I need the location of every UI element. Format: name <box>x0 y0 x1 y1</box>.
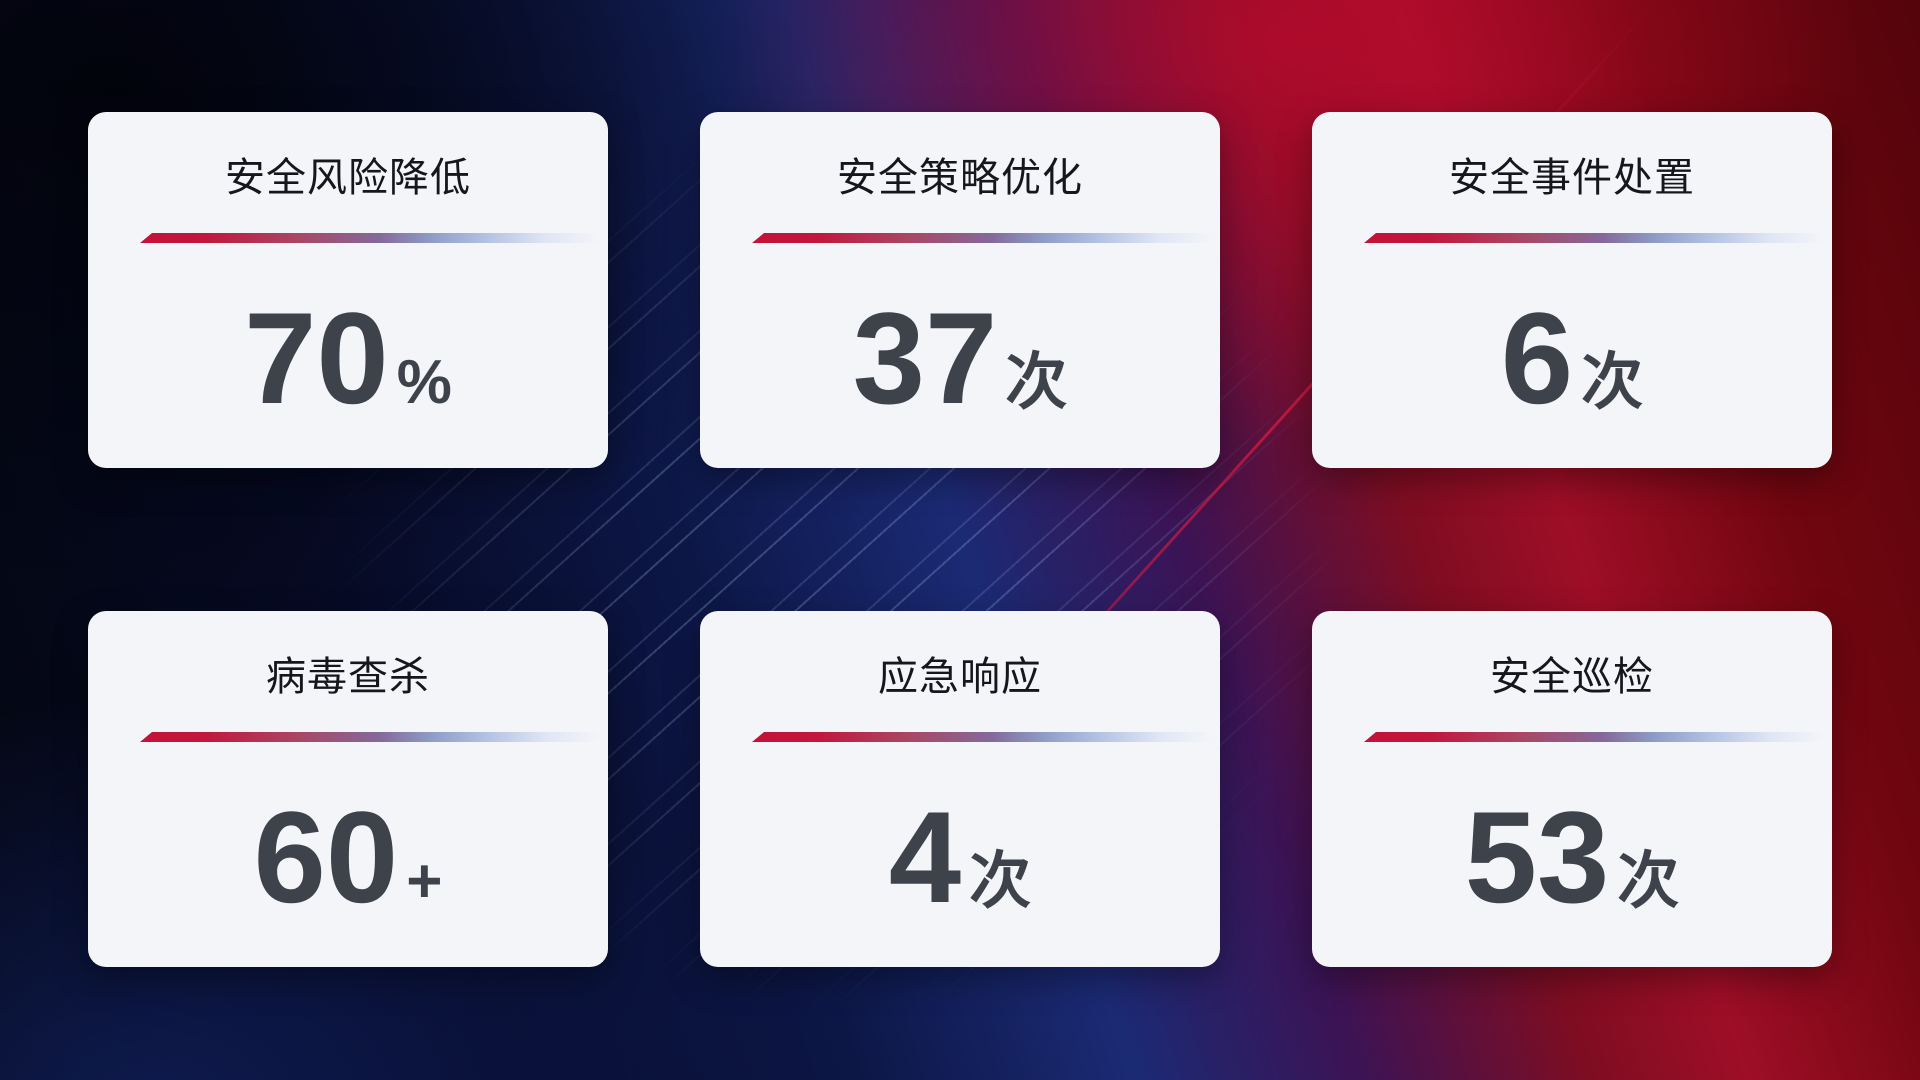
stat-value: 70 <box>244 285 389 431</box>
stat-value: 60 <box>253 784 399 930</box>
stat-value: 53 <box>1464 784 1610 930</box>
stat-value-row: 4 次 <box>700 792 1220 922</box>
stat-value: 37 <box>852 285 998 431</box>
stat-value-row: 60 + <box>88 792 608 922</box>
card-title: 安全策略优化 <box>837 156 1083 200</box>
stat-card-security-risk: 安全风险降低 70 % <box>88 112 608 468</box>
accent-divider <box>752 233 1212 243</box>
accent-divider <box>140 233 600 243</box>
stat-value-row: 37 次 <box>700 293 1220 423</box>
stat-unit: + <box>406 847 443 916</box>
stat-value-row: 53 次 <box>1312 792 1832 922</box>
stat-unit: 次 <box>969 847 1032 916</box>
accent-divider <box>1364 233 1824 243</box>
stat-card-policy-optimization: 安全策略优化 37 次 <box>700 112 1220 468</box>
stat-card-virus-scan: 病毒查杀 60 + <box>88 611 608 967</box>
stat-unit: 次 <box>1005 348 1068 417</box>
accent-divider <box>752 732 1212 742</box>
stat-value: 6 <box>1500 285 1574 431</box>
card-title: 应急响应 <box>878 655 1042 699</box>
stat-value: 4 <box>888 784 962 930</box>
stat-value-row: 70 % <box>88 293 608 423</box>
card-title: 安全风险降低 <box>225 156 471 200</box>
card-title: 病毒查杀 <box>266 655 430 699</box>
stat-unit: 次 <box>1581 348 1644 417</box>
stat-card-security-inspection: 安全巡检 53 次 <box>1312 611 1832 967</box>
stat-card-emergency-response: 应急响应 4 次 <box>700 611 1220 967</box>
accent-divider <box>1364 732 1824 742</box>
accent-divider <box>140 732 600 742</box>
stat-unit: 次 <box>1617 847 1680 916</box>
card-title: 安全巡检 <box>1490 655 1654 699</box>
stat-unit: % <box>396 348 452 417</box>
stat-value-row: 6 次 <box>1312 293 1832 423</box>
stat-card-incident-handling: 安全事件处置 6 次 <box>1312 112 1832 468</box>
card-title: 安全事件处置 <box>1449 156 1695 200</box>
stat-card-grid: 安全风险降低 70 % 安全策略优化 37 次 安全事件处置 6 次 病毒查 <box>88 112 1832 967</box>
